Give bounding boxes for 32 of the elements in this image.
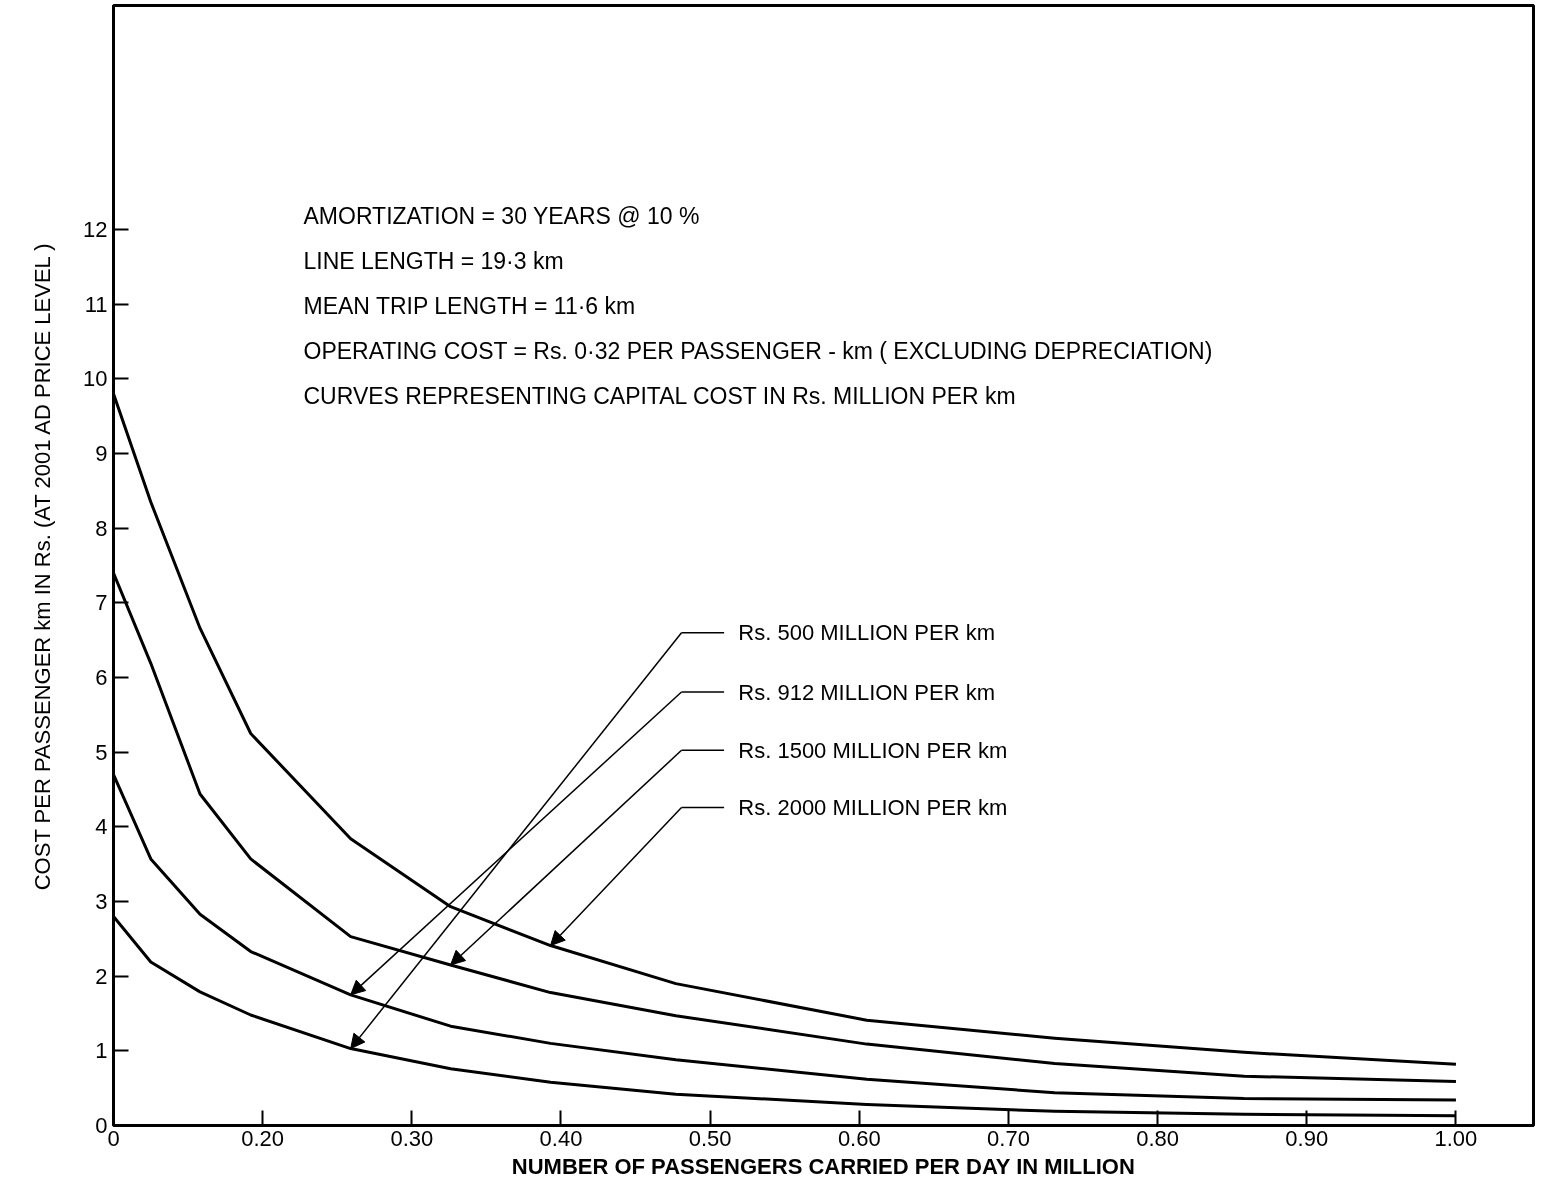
- y-tick-label: 6: [95, 665, 108, 690]
- y-tick-label: 3: [95, 889, 108, 914]
- x-tick-label: 0.30: [390, 1125, 434, 1151]
- x-tick-label: 0.60: [837, 1125, 881, 1151]
- annotation: AMORTIZATION = 30 YEARS @ 10 %: [303, 202, 700, 229]
- y-tick-label: 5: [95, 739, 108, 765]
- x-tick-label: 0.20: [241, 1125, 285, 1151]
- legend-label: Rs. 2000 MILLION PER km: [738, 794, 1008, 820]
- x-tick-label: 0.70: [987, 1125, 1030, 1151]
- annotation: LINE LENGTH = 19·3 km: [303, 247, 564, 274]
- annotation: MEAN TRIP LENGTH = 11·6 km: [303, 292, 636, 319]
- legend-label: Rs. 500 MILLION PER km: [738, 620, 996, 646]
- y-tick-label: 8: [95, 515, 108, 541]
- y-tick-label: 2: [95, 963, 108, 989]
- y-tick-label: 12: [83, 217, 108, 242]
- x-tick-label: 1.00: [1434, 1125, 1478, 1151]
- x-tick-label: 0.90: [1285, 1125, 1329, 1151]
- y-tick-label: 11: [84, 291, 108, 317]
- y-axis-title: COST PER PASSENGER km IN Rs. (AT 2001 AD PRICE LEVEL ): [30, 243, 56, 891]
- y-tick-label: 7: [95, 590, 108, 616]
- x-axis-title: NUMBER OF PASSENGERS CARRIED PER DAY IN MILLION: [511, 1153, 1135, 1179]
- legend-label: Rs. 1500 MILLION PER km: [738, 737, 1008, 763]
- y-tick-label: 9: [95, 441, 108, 466]
- y-tick-label: 10: [83, 366, 108, 392]
- annotation: OPERATING COST = Rs. 0·32 PER PASSENGER - km ( EXCLUDING DEPRECIATION): [303, 337, 1213, 364]
- annotation: CURVES REPRESENTING CAPITAL COST IN Rs. MILLION PER km: [303, 382, 1016, 409]
- x-tick-label: 0.50: [688, 1125, 732, 1151]
- x-tick-label: 0.80: [1136, 1125, 1180, 1151]
- y-tick-label: 1: [95, 1038, 108, 1064]
- x-tick-label: 0.40: [539, 1125, 583, 1151]
- legend-label: Rs. 912 MILLION PER km: [738, 679, 996, 705]
- y-tick-label: 4: [95, 814, 108, 840]
